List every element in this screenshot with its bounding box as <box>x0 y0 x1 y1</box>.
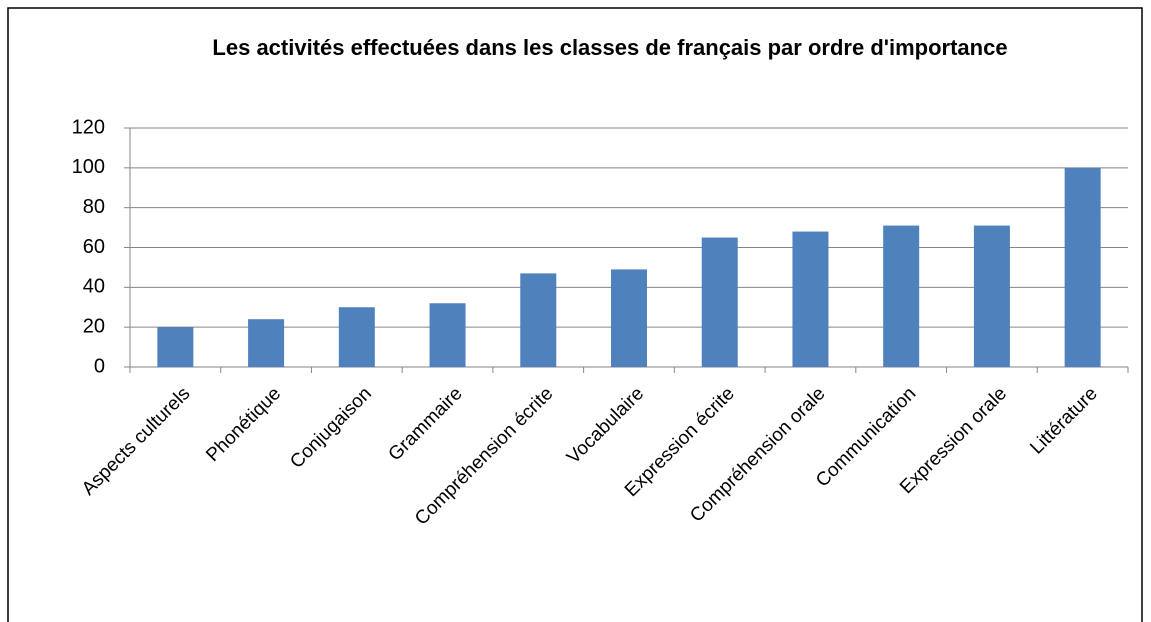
chart-title: Les activités effectuées dans les classe… <box>212 35 1008 60</box>
bar <box>973 225 1010 367</box>
bar <box>701 237 738 367</box>
y-tick-label: 40 <box>83 276 105 298</box>
bar <box>883 225 920 367</box>
bar <box>611 269 647 367</box>
y-tick-label: 120 <box>72 116 105 138</box>
bar <box>792 231 829 367</box>
y-tick-label: 100 <box>72 156 105 178</box>
bar <box>157 327 194 367</box>
bar <box>338 307 375 367</box>
chart-frame <box>7 7 1143 622</box>
y-tick-label: 60 <box>83 236 105 258</box>
bar <box>429 303 466 367</box>
y-tick-label: 20 <box>83 315 105 337</box>
bar <box>248 319 285 367</box>
bar <box>520 273 557 367</box>
y-tick-label: 80 <box>83 196 105 218</box>
y-tick-label: 0 <box>94 355 105 377</box>
bar <box>1064 167 1101 367</box>
